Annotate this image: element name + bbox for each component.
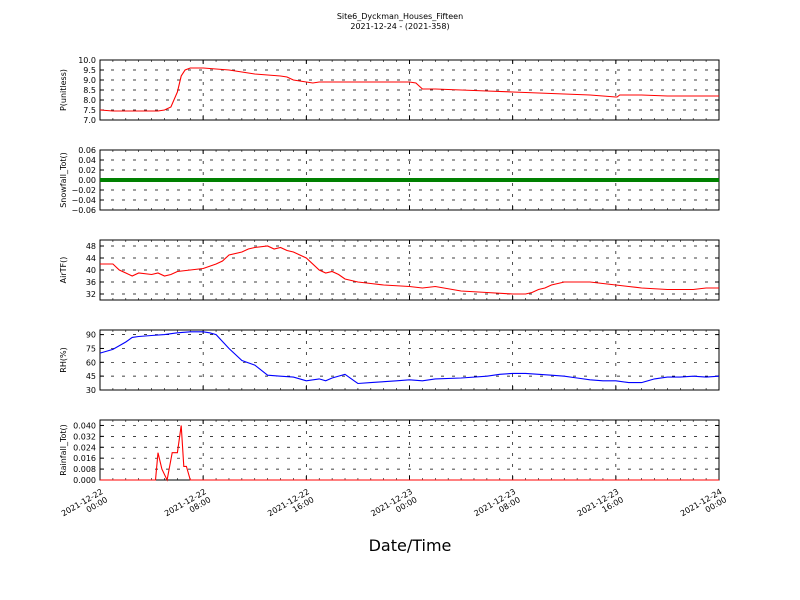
y-tick-label: 36: [86, 278, 96, 287]
subplot-4: 30 45 60 75 90 RH(%): [59, 329, 720, 395]
y-tick-label: 44: [86, 254, 96, 263]
y-tick-label: 0.06: [78, 146, 96, 155]
y-tick-label: −0.04: [71, 196, 96, 205]
x-tick-labels: 2021-12-2200:00 2021-12-2208:00 2021-12-22…: [60, 487, 728, 526]
y-tick-label: 32: [86, 290, 96, 299]
x-tick-label: 2021-12-2300:00: [369, 487, 418, 526]
x-axis-label: Date/Time: [369, 536, 452, 555]
series-line: [99, 67, 719, 112]
y-tick-label: 0.024: [73, 443, 96, 452]
y-tick-label: 0.04: [78, 156, 96, 165]
y-tick-label: 0.00: [78, 176, 96, 185]
y-tick-label: 90: [86, 331, 96, 340]
subplot-3: 32 36 40 44 48 AirTF(): [59, 239, 720, 301]
y-tick-label: 0.040: [73, 421, 96, 430]
plot-frame: [99, 329, 720, 391]
y-tick-label: 48: [86, 242, 96, 251]
x-tick-label: 2021-12-2208:00: [163, 487, 212, 526]
x-tick-label: 2021-12-2216:00: [266, 487, 315, 526]
y-tick-label: 75: [86, 344, 96, 353]
x-tick-label: 2021-12-2308:00: [472, 487, 521, 526]
y-tick-label: −0.06: [71, 206, 96, 215]
series-line: [100, 245, 719, 295]
y-tick-label: 0.008: [73, 465, 96, 474]
x-tick-label: 2021-12-2400:00: [679, 487, 728, 526]
series-line: [100, 425, 719, 482]
y-tick-label: 30: [86, 386, 96, 395]
y-axis-label: P(unitless): [59, 69, 68, 111]
series-line: [99, 331, 720, 385]
subplot-2: −0.06−0.04−0.020.000.020.040.06 Snowfall_…: [59, 146, 720, 215]
subplot-1: 7.07.58.08.59.09.510.0 P(unitless): [59, 56, 720, 125]
y-tick-label: 9.0: [83, 76, 96, 85]
y-tick-label: 40: [86, 266, 96, 275]
y-axis-label: AirTF(): [59, 257, 68, 284]
y-tick-label: 7.0: [83, 116, 96, 125]
y-axis-label: Snowfall_Tot(): [59, 152, 68, 208]
y-tick-label: 8.0: [83, 96, 96, 105]
y-axis-label: RH(%): [59, 347, 68, 372]
y-tick-label: 60: [86, 358, 96, 367]
chart-subtitle: 2021-12-24 - (2021-358): [350, 22, 449, 31]
plot-frame: [99, 419, 720, 481]
y-tick-label: 10.0: [78, 56, 96, 65]
y-tick-label: 7.5: [83, 106, 96, 115]
subplot-5: 0.000 0.008 0.016 0.024 0.032 0.040 Rainfall_T…: [59, 419, 720, 485]
y-tick-label: 9.5: [83, 66, 96, 75]
y-tick-label: 0.032: [73, 432, 96, 441]
chart-title: Site6_Dyckman_Houses_Fifteen: [337, 12, 463, 21]
y-tick-label: −0.02: [71, 186, 96, 195]
subplots: 7.07.58.08.59.09.510.0P(unitless)−0.06−0…: [59, 56, 720, 485]
y-tick-label: 0.016: [73, 454, 96, 463]
y-tick-label: 0.02: [78, 166, 96, 175]
y-tick-label: 45: [86, 372, 96, 381]
x-tick-label: 2021-12-2200:00: [60, 487, 109, 526]
x-tick-label: 2021-12-2316:00: [576, 487, 625, 526]
y-tick-label: 8.5: [83, 86, 96, 95]
y-tick-label: 0.000: [73, 476, 96, 485]
y-axis-label: Rainfall_Tot(): [59, 424, 68, 476]
